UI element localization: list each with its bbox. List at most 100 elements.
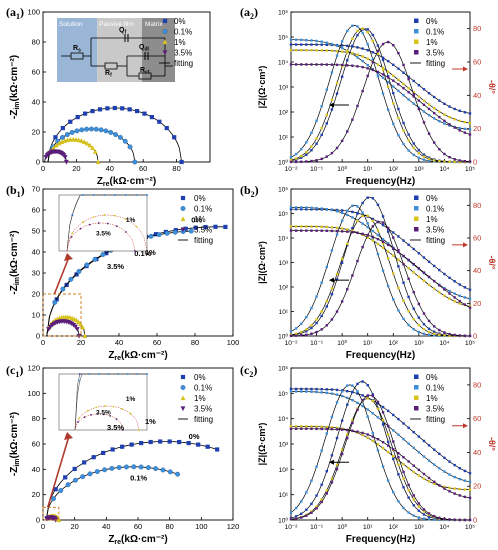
- data-point-theta: [381, 242, 385, 245]
- fit-curve-theta-0: [290, 196, 470, 337]
- inset-point: [126, 373, 129, 375]
- data-point-z: [356, 392, 359, 395]
- y-tick-label: 10⁰: [278, 159, 288, 167]
- legend-marker: [162, 18, 168, 24]
- data-point: [120, 444, 125, 449]
- data-point: [134, 108, 140, 114]
- data-point-z: [315, 206, 318, 210]
- data-point-theta: [335, 467, 339, 471]
- data-point-z: [422, 271, 426, 274]
- data-point-theta: [386, 85, 390, 89]
- x-tick-label: 20: [70, 522, 78, 531]
- inset-annotation: 3.5%: [96, 230, 111, 237]
- y2-tick-label: 80: [473, 24, 481, 33]
- data-point-theta: [417, 505, 421, 508]
- data-point-z: [310, 229, 313, 232]
- data-point-z: [376, 72, 380, 75]
- data-point-theta: [325, 113, 328, 117]
- data-point-theta: [294, 517, 298, 520]
- data-point-z: [407, 75, 410, 79]
- data-point-theta: [351, 118, 354, 121]
- data-point-z: [443, 487, 446, 490]
- data-point-theta: [433, 159, 436, 162]
- data-point-theta: [320, 328, 323, 331]
- fit-curve-z-0: [291, 388, 471, 474]
- data-point: [110, 447, 115, 452]
- legend-label: 0.1%: [426, 384, 444, 393]
- data-point-z: [330, 229, 334, 233]
- data-point: [76, 319, 81, 325]
- data-point-theta: [386, 440, 390, 444]
- data-point-z: [407, 467, 410, 470]
- data-point: [60, 286, 66, 292]
- data-point: [58, 488, 64, 493]
- data-point-theta: [381, 215, 385, 218]
- data-point-theta: [310, 511, 313, 514]
- data-point-theta: [294, 160, 298, 164]
- data-point-theta: [325, 324, 328, 327]
- data-point-z: [448, 486, 451, 490]
- data-point-z: [458, 494, 461, 497]
- data-point-theta: [397, 265, 400, 268]
- data-point-z: [433, 287, 436, 290]
- data-point-z: [438, 291, 441, 294]
- data-point-theta: [305, 141, 308, 144]
- data-point-z: [320, 63, 323, 66]
- data-point-z: [289, 387, 293, 391]
- data-point-z: [340, 211, 344, 215]
- y-tick-label: 10⁶: [278, 366, 288, 373]
- data-point-theta: [402, 142, 405, 146]
- data-point-z: [366, 57, 369, 60]
- inset-point: [146, 373, 148, 375]
- data-point-z: [453, 475, 456, 479]
- x-tick-label: 60: [134, 522, 142, 531]
- y-tick-label: 60: [32, 440, 40, 449]
- y-tick-label: 20: [32, 490, 40, 499]
- data-point-z: [376, 242, 380, 246]
- data-point-theta: [310, 332, 313, 335]
- data-point-z: [346, 51, 349, 54]
- data-point-z: [417, 99, 421, 102]
- data-point-theta: [422, 517, 426, 520]
- data-point-z: [402, 94, 405, 97]
- inset-zoom: 1% 3.5%: [58, 194, 148, 252]
- legend-marker: [414, 227, 419, 232]
- data-point-theta: [356, 390, 359, 393]
- data-point-z: [361, 65, 364, 69]
- data-point-z: [289, 225, 293, 228]
- data-point-z: [335, 393, 339, 396]
- data-point: [164, 230, 170, 236]
- data-point-theta: [381, 58, 385, 62]
- inset-point: [124, 218, 127, 221]
- data-point: [80, 324, 86, 330]
- panel-label: (c2): [240, 363, 257, 379]
- data-point: [68, 276, 74, 282]
- data-point-theta: [392, 440, 395, 443]
- data-point-theta: [402, 470, 405, 474]
- inset-point: [114, 194, 116, 196]
- data-point-theta: [340, 75, 344, 78]
- data-point-z: [371, 229, 375, 233]
- y-tick-label: 10⁵: [278, 35, 288, 42]
- x-tick-label: 10⁻²: [285, 166, 299, 173]
- data-point-z: [427, 476, 431, 480]
- data-point: [156, 232, 162, 238]
- data-point-theta: [315, 465, 318, 468]
- data-point-z: [371, 217, 375, 221]
- data-point-z: [427, 107, 431, 111]
- data-point-z: [305, 225, 308, 228]
- data-point-theta: [294, 152, 298, 156]
- data-point-z: [361, 404, 364, 408]
- inset-point: [135, 225, 138, 228]
- data-point-theta: [392, 236, 395, 239]
- data-point-theta: [427, 518, 431, 521]
- data-point-theta: [351, 227, 354, 230]
- data-point-theta: [376, 52, 380, 56]
- legend-marker: [180, 216, 186, 222]
- data-point-z: [289, 43, 293, 46]
- zoom-arrow-head: [64, 253, 73, 261]
- data-point-z: [402, 86, 405, 90]
- data-point-theta: [361, 380, 364, 383]
- data-point-z: [366, 433, 369, 436]
- data-point-theta: [433, 334, 436, 337]
